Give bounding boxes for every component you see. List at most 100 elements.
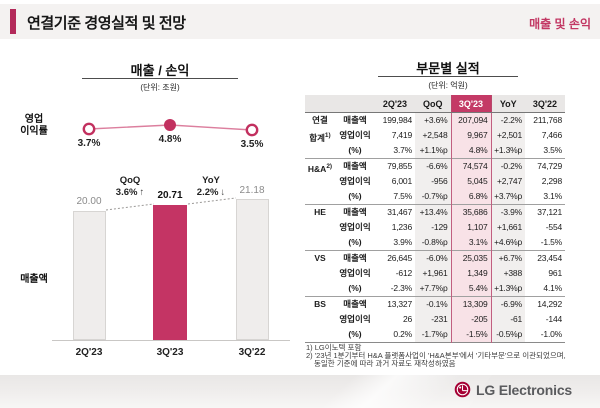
value-cell: 961 <box>548 268 562 278</box>
value-cell: +13.4% <box>415 204 451 220</box>
value-cell: 13,309 <box>450 296 492 312</box>
value-cell: +6.7% <box>491 250 525 266</box>
footnote-2-continued: 동일한 기준에 따라 과거 자료도 재작성하였음 <box>314 359 456 368</box>
opm-point-3q22 <box>245 123 259 137</box>
value-cell: -2.3% <box>390 283 412 293</box>
segment-label: VS <box>305 250 335 297</box>
brand-name: LG Electronics <box>475 381 572 398</box>
metric-label: (%) <box>348 191 362 201</box>
page-title: 연결기준 경영실적 및 전망 <box>27 15 186 32</box>
value-cell: 31,467 <box>375 204 415 220</box>
metric-label: 매출액 <box>343 115 367 125</box>
value-cell: 3.1% <box>543 191 562 201</box>
table-title-underline <box>378 76 518 77</box>
value-cell: -0.5%p <box>491 327 525 343</box>
value-cell: 1,107 <box>450 220 492 235</box>
value-cell: 5.4% <box>450 281 492 297</box>
chart-title-underline <box>82 78 238 79</box>
value-cell: 14,292 <box>525 296 565 312</box>
metric-label: 매출액 <box>335 250 375 266</box>
header-cell-qoq: QoQ <box>415 95 451 113</box>
line-value-label: 3.5% <box>240 139 264 150</box>
chart-title: 매출 / 손익 <box>130 63 190 78</box>
revenue-bar <box>153 205 187 340</box>
value-cell: 4.1% <box>543 283 562 293</box>
table-row: 영업이익 -612 +1,961 1,349 +388 961 <box>305 266 565 281</box>
value-cell: -0.7%p <box>415 189 451 205</box>
chart-unit-label: (단위: 조원) <box>140 83 180 92</box>
value-cell: +3.6% <box>415 112 451 128</box>
value-cell: 7,419 <box>391 130 412 140</box>
value-cell: -6.6% <box>415 158 451 174</box>
metric-label: (%) <box>348 237 362 247</box>
value-cell: 79,855 <box>375 158 415 174</box>
metric-label: (%) <box>348 329 362 339</box>
value-cell: +7.7%p <box>415 281 451 297</box>
value-cell: +388 <box>491 266 525 281</box>
value-cell: 74,574 <box>450 158 492 174</box>
segment-label: HE <box>305 204 335 251</box>
value-cell: -6.0% <box>415 250 451 266</box>
table-row: (%) 3.9% -0.8%p 3.1% +4.6%p -1.5% <box>305 235 565 251</box>
header-cell-2q23: 2Q'23 <box>375 95 415 113</box>
value-cell: 7,466 <box>541 130 562 140</box>
x-axis-line <box>52 340 290 341</box>
x-axis-category-label: 2Q'23 <box>75 347 103 358</box>
revenue-bar <box>72 211 106 340</box>
value-cell: 0.2% <box>393 329 412 339</box>
value-cell: -1.5% <box>450 327 492 343</box>
value-cell: 2,298 <box>541 176 562 186</box>
value-cell: 35,686 <box>450 204 492 220</box>
change-annotation-value: 2.2% ↓ <box>181 187 241 198</box>
value-cell: +1.3%p <box>491 281 525 297</box>
line-value-label: 3.7% <box>77 138 101 149</box>
header-accent-bar <box>10 9 16 34</box>
value-cell: 4.8% <box>450 143 492 159</box>
value-cell: -231 <box>415 312 451 327</box>
metric-label: 영업이익 <box>339 176 371 186</box>
value-cell: 6.8% <box>450 189 492 205</box>
header-cell-empty-metric <box>335 95 375 113</box>
footnote-reference: 1) <box>324 132 331 139</box>
metric-label: (%) <box>348 145 362 155</box>
value-cell: -144 <box>545 314 562 324</box>
value-cell: 199,984 <box>382 115 413 125</box>
value-cell: 26 <box>402 314 412 324</box>
value-cell: 3.1% <box>450 235 492 251</box>
value-cell: +4.6%p <box>491 235 525 251</box>
value-cell: -0.2% <box>491 158 525 174</box>
segment-label-line: 연결 <box>312 115 328 125</box>
value-cell: 5,045 <box>450 174 492 189</box>
lg-logo-icon <box>454 381 471 398</box>
table-unit-label: (단위: 억원) <box>428 81 468 90</box>
value-cell: 3.7% <box>393 145 412 155</box>
revenue-axis-label: 매출액 <box>20 274 48 285</box>
value-cell: +2,548 <box>415 128 451 143</box>
value-cell: -1.5% <box>540 237 562 247</box>
opm-point-2q23 <box>82 122 96 136</box>
segment-label: H&A2) <box>305 158 335 205</box>
value-cell: 23,454 <box>525 250 565 266</box>
segment-results-table: 2Q'23 QoQ 3Q'23 YoY 3Q'22 연결 합계1) 매출액 199,9… <box>305 95 565 343</box>
table-row: 연결 합계1) 매출액 199,984 +3.6% 207,094 -2.2% 211,768 <box>305 112 565 143</box>
yoy-connector-dotted-line <box>187 197 237 205</box>
change-percent: 2.2% <box>196 187 219 198</box>
table-row: (%) 7.5% -0.7%p 6.8% +3.7%p 3.1% <box>305 189 565 205</box>
up-arrow-icon: ↑ <box>139 187 145 198</box>
value-cell: +3.7%p <box>491 189 525 205</box>
value-cell: 3.9% <box>393 237 412 247</box>
change-annotation-value: 3.6% ↑ <box>100 187 160 198</box>
value-cell: 25,035 <box>450 250 492 266</box>
value-cell: +1.1%p <box>415 143 451 159</box>
header-cell-3q22: 3Q'22 <box>525 95 565 113</box>
brand-lockup: LG Electronics <box>454 381 572 398</box>
metric-label: 매출액 <box>335 296 375 312</box>
value-cell: 211,768 <box>533 115 562 125</box>
table-row: HE 매출액 31,467 +13.4% 35,686 -3.9% 37,121 <box>305 204 565 251</box>
metric-label: 매출액 <box>335 158 375 174</box>
table-title: 부문별 실적 <box>416 61 480 76</box>
value-cell: -3.9% <box>491 204 525 220</box>
operating-margin-label-line2: 이익률 <box>20 125 48 137</box>
value-cell: -0.1% <box>415 296 451 312</box>
segment-label-line: H&A <box>307 163 327 174</box>
